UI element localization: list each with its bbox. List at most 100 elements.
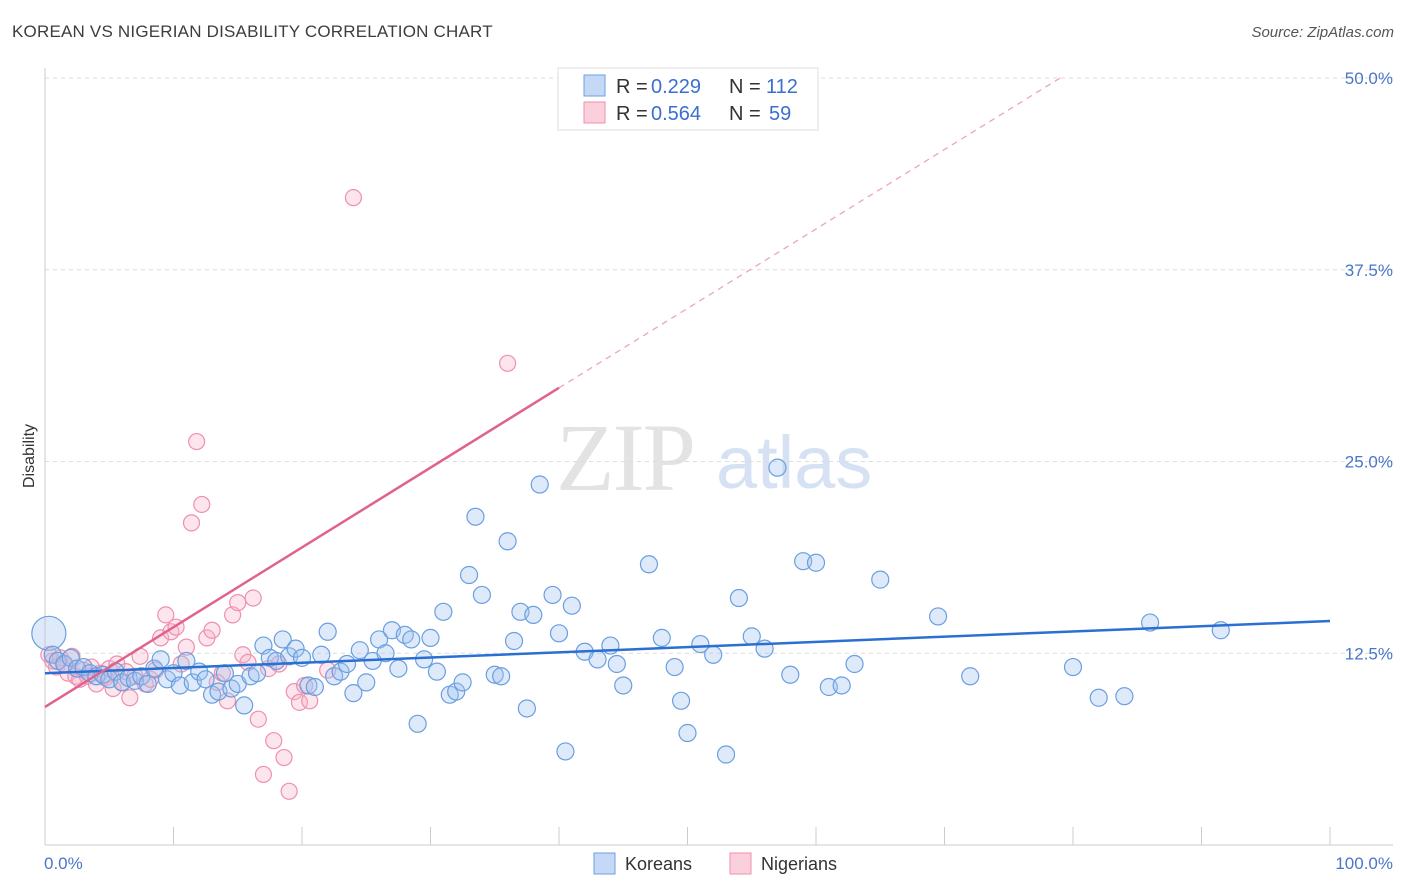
nigerian-trend-line	[44, 386, 560, 709]
data-point	[665, 657, 684, 677]
data-point	[639, 555, 659, 574]
data-point	[344, 189, 362, 207]
data-point	[286, 639, 305, 658]
data-point	[301, 692, 319, 710]
data-point	[389, 659, 408, 678]
chart-title: KOREAN VS NIGERIAN DISABILITY CORRELATIO…	[12, 22, 493, 41]
axes	[44, 68, 1393, 846]
data-point	[652, 628, 671, 648]
data-point	[177, 638, 195, 656]
data-point	[614, 676, 633, 695]
data-point	[517, 699, 536, 718]
data-point	[229, 594, 247, 612]
data-point	[188, 432, 206, 451]
y-tick-label: 12.5%	[1345, 644, 1393, 663]
data-point	[530, 475, 549, 494]
data-point	[1140, 613, 1160, 632]
data-point	[157, 606, 175, 624]
y-tick-labels: 12.5% 25.0% 37.5% 50.0%	[1345, 69, 1393, 663]
x-tick-label-min: 0.0%	[44, 854, 83, 873]
data-point	[1089, 688, 1108, 707]
data-point	[414, 650, 434, 669]
legend-korean-n-label: N =	[729, 76, 761, 98]
data-point	[434, 602, 453, 621]
data-point	[273, 630, 292, 649]
data-point	[845, 654, 864, 674]
bottom-legend-korean: Koreans	[625, 854, 692, 874]
data-point	[61, 648, 80, 667]
data-point	[549, 624, 569, 643]
data-point	[704, 645, 723, 664]
data-point	[182, 514, 201, 532]
data-point	[427, 662, 447, 681]
data-point	[275, 748, 293, 767]
data-point	[299, 676, 318, 695]
data-point	[325, 667, 344, 686]
y-tick-label: 37.5%	[1345, 261, 1393, 280]
data-point	[344, 684, 363, 703]
data-point	[716, 745, 736, 764]
data-point	[376, 644, 395, 663]
data-point	[806, 553, 826, 572]
y-tick-label: 25.0%	[1345, 453, 1393, 472]
data-point	[607, 654, 626, 674]
data-point	[459, 565, 479, 585]
data-point	[177, 651, 196, 671]
data-point	[222, 679, 241, 698]
data-point	[742, 627, 761, 646]
bottom-legend-swatch-korean	[593, 852, 616, 875]
data-point	[337, 654, 357, 674]
data-point	[280, 782, 298, 800]
data-point	[588, 650, 607, 669]
data-point	[357, 673, 376, 692]
data-point	[312, 645, 331, 664]
data-point	[671, 691, 691, 710]
legend-nigerian-n: 59	[769, 103, 791, 125]
data-point	[556, 742, 575, 761]
data-point	[244, 589, 262, 607]
data-point	[1115, 687, 1134, 706]
y-axis-title: Disability	[21, 424, 38, 488]
data-point	[402, 630, 421, 649]
data-point	[254, 765, 273, 784]
data-point	[305, 677, 324, 697]
data-point	[562, 596, 581, 615]
watermark-atlas: atlas	[716, 421, 872, 504]
data-point	[678, 723, 697, 743]
bottom-legend-nigerian: Nigerians	[761, 854, 837, 874]
data-point	[871, 570, 890, 589]
data-point	[265, 732, 283, 750]
data-point	[472, 585, 491, 605]
legend-swatch-korean	[583, 74, 606, 97]
grid-lines	[45, 77, 1393, 654]
legend-nigerian-r-label: R =	[616, 103, 648, 125]
data-point	[350, 641, 369, 660]
data-point	[447, 682, 466, 701]
data-point	[162, 623, 180, 641]
data-point	[31, 615, 67, 651]
y-tick-label: 50.0%	[1345, 69, 1393, 88]
legend-korean-r-label: R =	[616, 76, 648, 98]
data-point	[453, 673, 472, 692]
data-point	[961, 667, 980, 686]
data-point	[691, 634, 710, 654]
korean-trend-line	[44, 619, 1331, 675]
stats-legend: R = 0.229 N = 112 R = 0.564 N = 59	[557, 67, 819, 131]
trend-lines	[44, 77, 1331, 709]
data-point	[832, 676, 851, 695]
data-point	[121, 689, 139, 707]
data-point	[543, 585, 562, 605]
legend-korean-r: 0.229	[651, 76, 701, 98]
data-point	[729, 588, 749, 608]
series-legend: Koreans Nigerians	[593, 852, 837, 875]
data-point	[395, 625, 414, 644]
source-label: Source: ZipAtlas.com	[1251, 24, 1394, 41]
legend-swatch-nigerian	[583, 101, 606, 124]
data-point	[466, 507, 485, 526]
data-point	[151, 650, 170, 669]
data-point	[504, 631, 524, 651]
data-point	[928, 607, 948, 626]
data-point	[318, 622, 337, 641]
data-point	[524, 605, 543, 625]
